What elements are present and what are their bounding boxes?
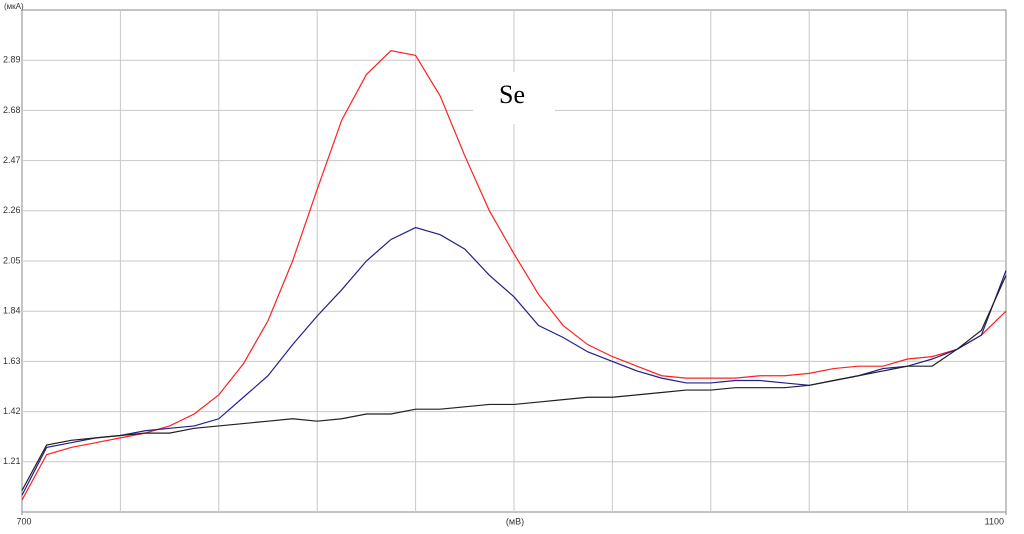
data-line <box>21 49 1007 501</box>
y-tick-label: 1.63 <box>3 356 21 366</box>
y-tick-label: 2.89 <box>3 55 21 65</box>
y-tick-label: 2.05 <box>3 255 21 265</box>
annotation-box <box>473 72 555 124</box>
y-tick-label: 2.47 <box>3 155 21 165</box>
y-tick-label: 1.21 <box>3 456 21 466</box>
y-tick-label: 1.84 <box>3 306 21 316</box>
y-tick-label: 2.68 <box>3 105 21 115</box>
annotation: Se <box>499 80 525 109</box>
y-axis-label: (мкА) <box>4 2 24 11</box>
data-line <box>21 275 1007 491</box>
x-tick-label: 1100 <box>985 516 1004 526</box>
x-tick-label: 700 <box>16 516 31 526</box>
y-tick-label: 2.26 <box>3 205 21 215</box>
y-tick-label: 1.42 <box>3 406 21 416</box>
x-axis-label: (мВ) <box>506 516 524 526</box>
